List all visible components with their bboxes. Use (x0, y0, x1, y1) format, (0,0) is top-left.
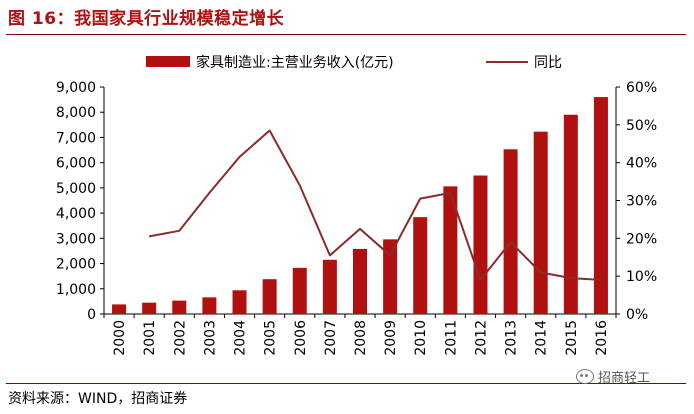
x-tick-label: 2000 (112, 320, 128, 356)
bar (112, 304, 127, 314)
x-tick-label: 2007 (323, 320, 339, 356)
bar (232, 290, 247, 314)
bar (413, 217, 428, 314)
chart: 家具制造业:主营业务收入(亿元) 同比 0 1,000 2,000 3,000 4,00… (56, 54, 657, 356)
wechat-icon (576, 369, 594, 384)
right-tick-label: 30% (626, 194, 657, 210)
x-tick-label: 2004 (233, 320, 249, 356)
bar (533, 131, 548, 314)
x-tick-label: 2009 (383, 320, 399, 356)
bar (383, 239, 398, 314)
legend: 家具制造业:主营业务收入(亿元) 同比 (146, 54, 562, 71)
right-tick-label: 60% (626, 80, 657, 96)
bar (443, 186, 458, 314)
left-tick-label: 4,000 (56, 206, 96, 222)
left-tick-label: 1,000 (56, 282, 96, 298)
left-tick-label: 7,000 (56, 130, 96, 146)
bar (473, 175, 488, 314)
right-tick-label: 20% (626, 231, 657, 247)
right-tick-label: 0% (626, 307, 648, 323)
left-tick-label: 9,000 (56, 80, 96, 96)
bar (142, 302, 157, 314)
right-tick-label: 10% (626, 269, 657, 285)
watermark-text: 招商轻工 (598, 371, 651, 386)
chart-title: 图 16：我国家具行业规模稳定增长 (8, 9, 285, 29)
legend-bar-label: 家具制造业:主营业务收入(亿元) (196, 54, 394, 71)
legend-bar-swatch (146, 56, 190, 67)
right-tick-label: 50% (626, 118, 657, 134)
right-tick-label: 40% (626, 156, 657, 172)
left-tick-label: 3,000 (56, 231, 96, 247)
bar (563, 114, 578, 314)
bar (292, 267, 307, 314)
x-tick-label: 2011 (443, 320, 459, 356)
top-rule (6, 34, 686, 35)
x-tick-label: 2016 (594, 320, 610, 356)
plot-area: 0 1,000 2,000 3,000 4,000 5,000 6,000 7,000 8,00… (56, 80, 657, 356)
x-tick-label: 2005 (263, 320, 279, 356)
x-tick-label: 2010 (413, 320, 429, 356)
watermark: 招商轻工 (576, 367, 650, 386)
x-tick-label: 2003 (202, 320, 218, 356)
bar (503, 149, 518, 314)
x-tick-label: 2012 (473, 320, 489, 356)
x-tick-label: 2006 (293, 320, 309, 356)
legend-line-label: 同比 (534, 55, 562, 71)
left-tick-label: 0 (87, 307, 96, 323)
growth-line (149, 129, 601, 281)
bar (172, 300, 187, 314)
bar (202, 297, 217, 314)
x-tick-label: 2013 (504, 320, 520, 356)
left-tick-label: 2,000 (56, 257, 96, 273)
left-tick-label: 8,000 (56, 105, 96, 121)
x-tick-label: 2015 (564, 320, 580, 356)
bar (593, 97, 608, 314)
bar (262, 279, 277, 314)
bar (353, 248, 367, 314)
x-tick-label: 2002 (172, 320, 188, 356)
bottom-rule (6, 383, 686, 384)
x-tick-label: 2014 (534, 320, 550, 356)
bar (322, 259, 337, 314)
source-note: 资料来源：WIND，招商证券 (8, 391, 188, 407)
x-tick-label: 2001 (142, 320, 158, 356)
left-tick-label: 5,000 (56, 181, 96, 197)
left-tick-label: 6,000 (56, 156, 96, 172)
x-tick-label: 2008 (353, 320, 369, 356)
